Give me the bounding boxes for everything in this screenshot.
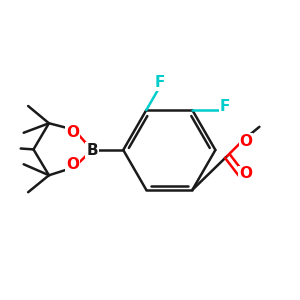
Text: B: B: [86, 142, 98, 158]
Text: O: O: [239, 166, 252, 181]
Text: F: F: [154, 75, 165, 90]
Text: O: O: [239, 134, 253, 148]
Text: O: O: [66, 158, 79, 172]
Text: F: F: [219, 99, 230, 114]
Text: O: O: [66, 125, 79, 140]
